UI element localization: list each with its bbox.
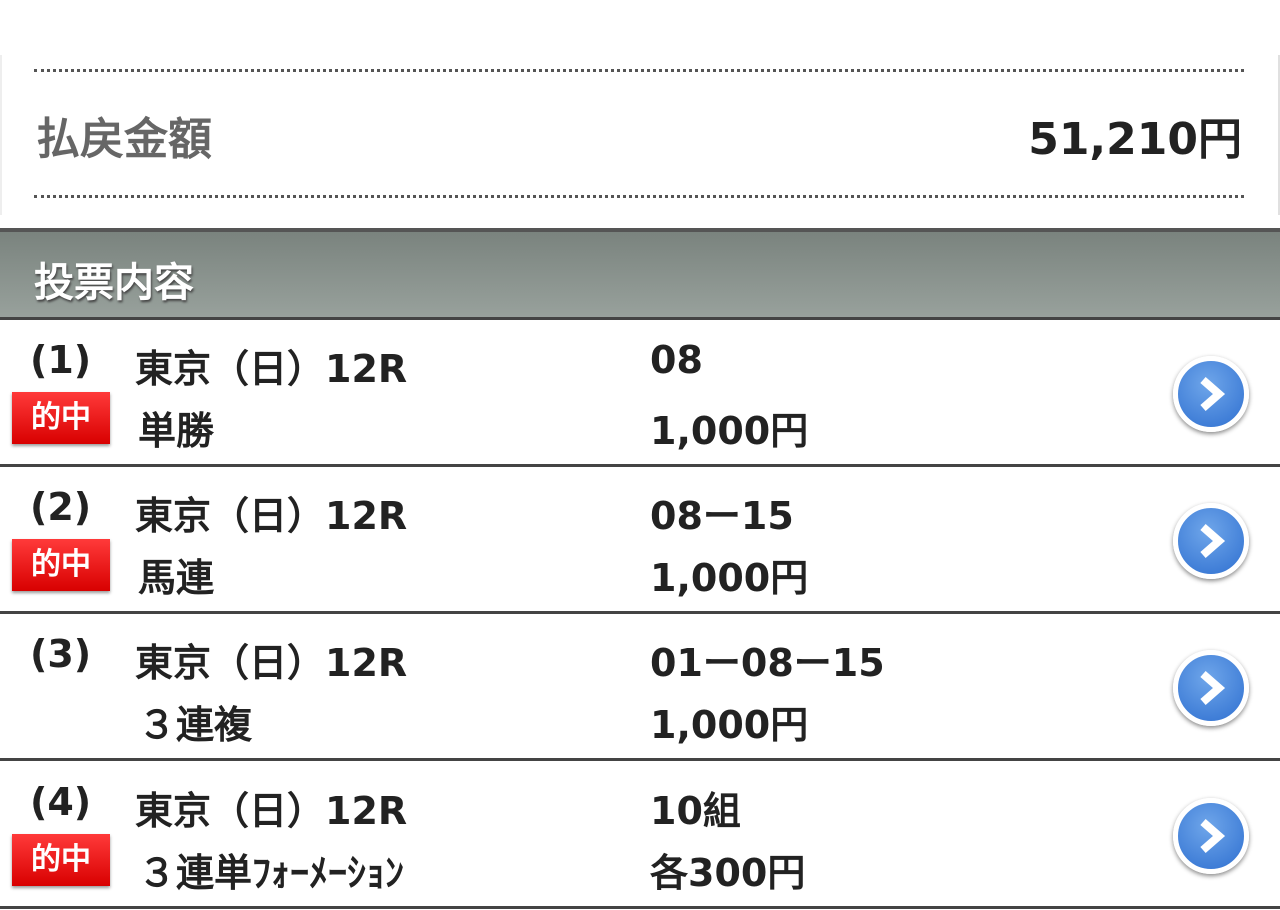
bet-row[interactable]: (4) 東京（日）12R 10組 的中 ３連単ﾌｫｰﾒｰｼｮﾝ 各300円 [0, 762, 1280, 909]
bet-selection: 08ー15 [650, 494, 794, 538]
bet-race: 東京（日）12R [135, 789, 408, 833]
bet-selection: 10組 [650, 789, 741, 833]
divider [34, 195, 1244, 198]
bet-index: (2) [30, 485, 92, 529]
bet-race: 東京（日）12R [135, 347, 408, 391]
payout-amount: 51,210円 [1028, 114, 1242, 165]
bet-selection: 08 [650, 338, 703, 382]
bet-type: 単勝 [138, 409, 215, 453]
bet-amount: 各300円 [650, 851, 806, 895]
bet-row[interactable]: (3) 東京（日）12R 01ー08ー15 ３連複 1,000円 [0, 614, 1280, 761]
divider [34, 69, 1244, 72]
hit-badge: 的中 [12, 834, 110, 886]
chevron-right-icon[interactable] [1173, 650, 1249, 726]
hit-badge: 的中 [12, 539, 110, 591]
bet-row[interactable]: (1) 東京（日）12R 08 的中 単勝 1,000円 [0, 320, 1280, 467]
chevron-right-icon[interactable] [1173, 503, 1249, 579]
bet-race: 東京（日）12R [135, 641, 408, 685]
payout-summary: 払戻金額 51,210円 [0, 55, 1280, 215]
bet-amount: 1,000円 [650, 703, 809, 747]
chevron-right-icon[interactable] [1173, 798, 1249, 874]
hit-badge: 的中 [12, 392, 110, 444]
chevron-right-icon[interactable] [1173, 356, 1249, 432]
section-header: 投票内容 [0, 228, 1280, 320]
bet-row[interactable]: (2) 東京（日）12R 08ー15 的中 馬連 1,000円 [0, 467, 1280, 614]
bet-type: 馬連 [138, 556, 215, 600]
bet-type: ３連複 [138, 703, 253, 747]
section-title: 投票内容 [34, 260, 194, 306]
bet-amount: 1,000円 [650, 409, 809, 453]
bet-index: (1) [30, 338, 92, 382]
bet-selection: 01ー08ー15 [650, 641, 885, 685]
bet-type: ３連単ﾌｫｰﾒｰｼｮﾝ [138, 851, 405, 895]
bet-amount: 1,000円 [650, 556, 809, 600]
bet-race: 東京（日）12R [135, 494, 408, 538]
bet-index: (4) [30, 780, 92, 824]
bet-index: (3) [30, 632, 92, 676]
payout-label: 払戻金額 [36, 114, 212, 165]
